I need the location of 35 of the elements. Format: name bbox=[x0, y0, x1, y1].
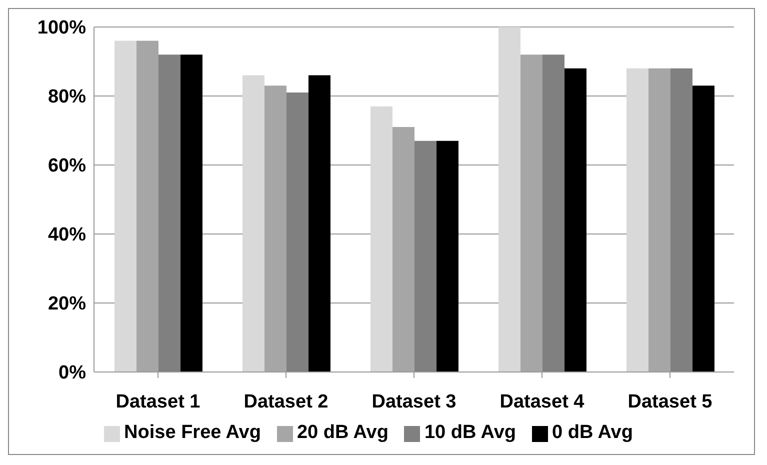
y-tick-label: 20% bbox=[48, 294, 86, 315]
y-tick-label: 0% bbox=[58, 362, 86, 384]
y-tick-label: 60% bbox=[48, 156, 86, 177]
bar bbox=[158, 54, 180, 372]
bar bbox=[370, 106, 392, 372]
legend-label: 0 dB Avg bbox=[552, 422, 633, 443]
bar bbox=[180, 54, 202, 372]
x-tick-label: Dataset 5 bbox=[628, 391, 713, 412]
bar bbox=[564, 68, 586, 372]
legend-label: 20 dB Avg bbox=[296, 422, 388, 443]
bar bbox=[542, 54, 564, 372]
bar bbox=[648, 68, 670, 372]
legend-label: Noise Free Avg bbox=[124, 422, 261, 443]
bar bbox=[414, 140, 436, 372]
bar bbox=[436, 140, 458, 372]
bar bbox=[498, 27, 520, 372]
bar bbox=[520, 54, 542, 372]
bar bbox=[286, 92, 308, 372]
bar bbox=[114, 40, 136, 372]
bar bbox=[692, 86, 714, 372]
bar bbox=[136, 40, 158, 372]
y-tick-label: 100% bbox=[37, 18, 86, 39]
bar bbox=[392, 127, 414, 372]
x-tick-label: Dataset 1 bbox=[116, 391, 201, 412]
bar bbox=[308, 75, 330, 372]
bar bbox=[242, 75, 264, 372]
x-tick-label: Dataset 3 bbox=[372, 391, 456, 412]
bar bbox=[264, 86, 286, 372]
x-tick-label: Dataset 4 bbox=[500, 391, 585, 412]
y-tick-label: 80% bbox=[48, 86, 86, 108]
y-tick-label: 40% bbox=[48, 224, 86, 246]
bar bbox=[670, 68, 692, 372]
legend-label: 10 dB Avg bbox=[424, 422, 516, 443]
x-tick-label: Dataset 2 bbox=[244, 391, 328, 412]
bar bbox=[626, 68, 648, 372]
